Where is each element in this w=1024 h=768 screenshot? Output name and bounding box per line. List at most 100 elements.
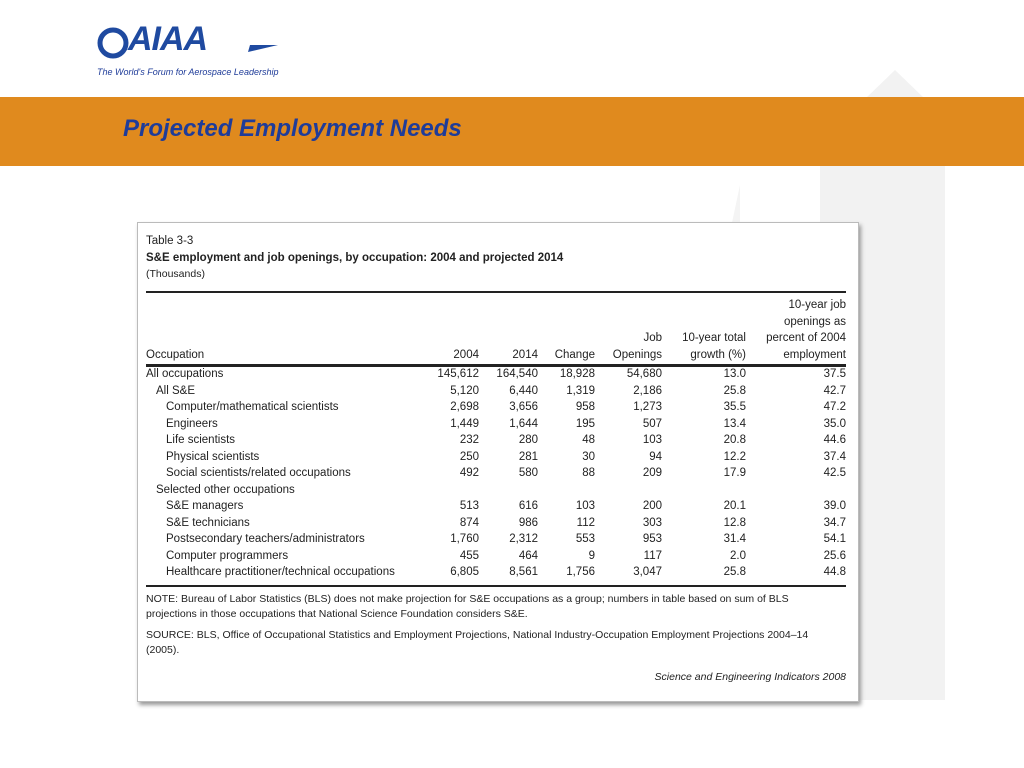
cell: 54,680 bbox=[626, 368, 662, 380]
logo-text: AIAA bbox=[128, 20, 208, 58]
cell: 30 bbox=[582, 450, 595, 463]
header-line: Occupation bbox=[146, 348, 205, 361]
cell: 44.6 bbox=[823, 434, 846, 446]
cell: 281 bbox=[518, 450, 538, 463]
header-lines: 2014 bbox=[512, 347, 538, 364]
cell: 1,449 bbox=[450, 417, 479, 430]
cell: 25.8 bbox=[723, 384, 746, 397]
cell: 2.0 bbox=[730, 549, 746, 562]
cell: 1,644 bbox=[509, 417, 538, 430]
cell: 117 bbox=[643, 549, 662, 562]
cell: 54.1 bbox=[823, 533, 846, 545]
table-figure: Table 3-3 S&E employment and job opening… bbox=[137, 222, 859, 702]
column-header: Change bbox=[465, 293, 595, 363]
cell: 250 bbox=[459, 450, 479, 463]
cell: 986 bbox=[518, 516, 538, 529]
cell: 35.0 bbox=[823, 417, 846, 430]
cell: 232 bbox=[459, 434, 479, 446]
row-label: Engineers bbox=[166, 417, 218, 430]
row-label: Life scientists bbox=[166, 434, 236, 446]
cell: 112 bbox=[576, 516, 595, 529]
column-header: 10-year job openings as percent of 2004 emp… bbox=[716, 293, 846, 363]
rule bbox=[146, 291, 846, 293]
cell: 200 bbox=[642, 500, 662, 512]
cell: 1,760 bbox=[450, 533, 479, 545]
cell: 35.5 bbox=[723, 401, 746, 413]
table-source: SOURCE: BLS, Office of Occupational Stat… bbox=[146, 629, 809, 656]
cell: 9 bbox=[588, 549, 595, 562]
cell: 39.0 bbox=[823, 500, 846, 512]
cell: 6,440 bbox=[509, 384, 538, 397]
cell: 2,698 bbox=[450, 401, 479, 413]
header-line: Change bbox=[554, 348, 595, 361]
logo-tagline: The World's Forum for Aerospace Leadersh… bbox=[97, 67, 279, 77]
row-label: Healthcare practitioner/technical occupa… bbox=[166, 566, 395, 578]
header-line: growth (%) bbox=[690, 348, 746, 361]
cell: 209 bbox=[642, 467, 662, 479]
cell: 507 bbox=[642, 417, 662, 430]
row-label: Social scientists/related occupations bbox=[166, 467, 351, 479]
cell: 513 bbox=[459, 500, 479, 512]
column-header: Occupation bbox=[146, 293, 266, 363]
header-lines: 10-year total growth (%) bbox=[682, 330, 746, 363]
cell: 616 bbox=[518, 500, 538, 512]
cell: 37.4 bbox=[823, 450, 846, 463]
cell: 1,319 bbox=[566, 384, 595, 397]
cell: 88 bbox=[582, 467, 595, 479]
cell: 492 bbox=[459, 467, 479, 479]
row-label: Selected other occupations bbox=[156, 483, 295, 496]
cell: 31.4 bbox=[723, 533, 746, 545]
cell: 5,120 bbox=[450, 384, 479, 397]
table-credit: Science and Engineering Indicators 2008 bbox=[654, 671, 846, 683]
row-label: All occupations bbox=[146, 368, 224, 380]
cell: 580 bbox=[518, 467, 538, 479]
cell: 18,928 bbox=[559, 368, 595, 380]
logo-mark bbox=[97, 27, 129, 59]
cell: 1,273 bbox=[633, 401, 662, 413]
row-label: Physical scientists bbox=[166, 450, 260, 463]
column-header: Job Openings bbox=[532, 293, 662, 363]
header-line: 2004 bbox=[453, 348, 479, 361]
header-line: Openings bbox=[612, 348, 662, 361]
cell: 2,312 bbox=[509, 533, 538, 545]
cell: 42.7 bbox=[823, 384, 846, 397]
header-line: employment bbox=[783, 348, 846, 361]
cell: 25.8 bbox=[723, 566, 746, 578]
cell: 2,186 bbox=[633, 384, 662, 397]
cell: 145,612 bbox=[437, 368, 479, 380]
cell: 20.1 bbox=[723, 500, 746, 512]
cell: 455 bbox=[459, 549, 479, 562]
rule bbox=[146, 364, 846, 365]
cell: 48 bbox=[582, 434, 595, 446]
header-line: 2014 bbox=[512, 348, 538, 361]
cell: 280 bbox=[518, 434, 538, 446]
cell: 17.9 bbox=[723, 467, 746, 479]
column-header: 2004 bbox=[349, 293, 479, 363]
cell: 13.4 bbox=[723, 417, 746, 430]
cell: 42.5 bbox=[823, 467, 846, 479]
title-band bbox=[0, 97, 1024, 166]
header-line: 10-year job bbox=[788, 299, 846, 311]
row-label: Computer programmers bbox=[166, 549, 289, 562]
header-line: percent of 2004 bbox=[766, 332, 846, 344]
header-line: openings as bbox=[783, 315, 846, 328]
header-line: 10-year total bbox=[682, 332, 746, 344]
cell: 94 bbox=[649, 450, 662, 463]
cell: 103 bbox=[575, 500, 595, 512]
cell: 12.8 bbox=[723, 516, 746, 529]
cell: 874 bbox=[459, 516, 479, 529]
row-label: S&E technicians bbox=[166, 516, 250, 529]
cell: 553 bbox=[575, 533, 595, 545]
cell: 20.8 bbox=[723, 434, 746, 446]
cell: 8,561 bbox=[509, 566, 538, 578]
table-units: (Thousands) bbox=[146, 268, 205, 280]
cell: 958 bbox=[575, 401, 595, 413]
cell: 44.8 bbox=[823, 566, 846, 578]
rule bbox=[146, 365, 846, 367]
table-note: NOTE: Bureau of Labor Statistics (BLS) d… bbox=[146, 593, 789, 620]
header-lines: Occupation bbox=[146, 347, 204, 364]
cell: 12.2 bbox=[723, 450, 746, 463]
cell: 13.0 bbox=[723, 368, 746, 380]
header-lines: 2004 bbox=[453, 347, 479, 364]
